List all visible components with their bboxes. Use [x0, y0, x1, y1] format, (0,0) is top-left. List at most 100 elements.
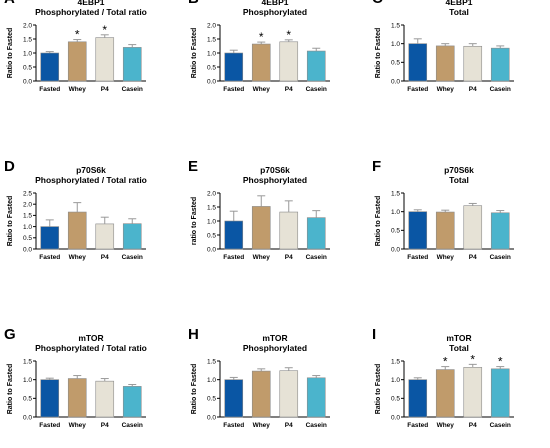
bar-casein	[122, 47, 142, 82]
x-tick-label: P4	[469, 422, 477, 429]
x-tick-label: Fasted	[223, 254, 244, 261]
panel-letter: A	[4, 0, 15, 7]
x-tick-label: Fasted	[39, 86, 60, 93]
significance-star: *	[286, 28, 291, 42]
x-tick-label: P4	[285, 254, 293, 261]
y-tick-label: 2.0	[23, 22, 32, 29]
x-tick-label: Whey	[69, 254, 87, 261]
bar-casein	[122, 386, 142, 418]
x-tick-label: P4	[101, 254, 109, 261]
panel-title-line: Total	[449, 7, 469, 17]
y-tick-label: 1.5	[23, 213, 32, 220]
x-tick-label: Whey	[253, 254, 271, 261]
y-tick-label: 2.5	[23, 190, 32, 197]
bar-fasted	[224, 52, 244, 82]
bar-whey	[251, 370, 271, 418]
y-tick-label: 0.5	[391, 228, 400, 235]
y-tick-label: 1.0	[391, 209, 400, 216]
significance-star: *	[102, 23, 107, 37]
y-tick-label: 0.5	[23, 235, 32, 242]
x-tick-label: Fasted	[39, 422, 60, 429]
y-tick-label: 1.5	[207, 358, 216, 365]
panel-title-line: Phosphorylated	[243, 7, 307, 17]
x-tick-label: Casein	[490, 254, 511, 261]
significance-star: *	[259, 30, 264, 44]
bar-whey	[251, 43, 271, 82]
bar-fasted	[40, 52, 60, 82]
y-tick-label: 1.0	[391, 41, 400, 48]
bar-whey	[435, 45, 455, 82]
y-tick-label: 2.0	[23, 202, 32, 209]
y-tick-label: 0.0	[23, 414, 32, 421]
y-tick-label: 1.5	[23, 36, 32, 43]
y-tick-label: 2.0	[207, 190, 216, 197]
panel-title-line: Total	[449, 175, 469, 185]
y-tick-label: 0.0	[207, 78, 216, 85]
y-tick-label: 1.0	[391, 377, 400, 384]
x-tick-label: Fasted	[39, 254, 60, 261]
bar-casein	[122, 223, 142, 250]
x-tick-label: Whey	[253, 86, 271, 93]
x-tick-label: Casein	[306, 86, 327, 93]
bar-whey	[67, 378, 87, 418]
y-tick-label: 1.0	[207, 218, 216, 225]
x-tick-label: Whey	[437, 422, 455, 429]
y-tick-label: 0.5	[391, 60, 400, 67]
panel-title-line: mTOR	[262, 333, 287, 343]
panel-title-line: Phosphorylated / Total ratio	[35, 7, 147, 17]
significance-star: *	[75, 28, 80, 42]
y-tick-label: 1.0	[207, 50, 216, 57]
x-tick-label: Whey	[69, 422, 87, 429]
panel-title-line: mTOR	[78, 333, 103, 343]
panel-letter: H	[188, 326, 199, 343]
panel-letter: I	[372, 326, 376, 343]
bar-whey	[435, 211, 455, 250]
panel-letter: E	[188, 158, 198, 175]
y-axis-label: Ratio to Fasted	[375, 196, 382, 247]
x-tick-label: Fasted	[223, 86, 244, 93]
panel-letter: G	[4, 326, 16, 343]
y-tick-label: 1.5	[207, 36, 216, 43]
significance-star: *	[443, 355, 448, 369]
bar-whey	[67, 211, 87, 250]
y-tick-label: 1.0	[207, 377, 216, 384]
bar-casein	[306, 377, 326, 418]
y-tick-label: 1.0	[23, 377, 32, 384]
panel-title-line: p70S6k	[444, 165, 474, 175]
x-tick-label: Fasted	[407, 422, 428, 429]
y-tick-label: 0.0	[23, 78, 32, 85]
x-tick-label: Fasted	[407, 254, 428, 261]
y-axis-label: Ratio to Fasted	[375, 28, 382, 79]
bar-whey	[67, 41, 87, 82]
y-tick-label: 1.5	[391, 358, 400, 365]
bar-fasted	[408, 211, 428, 250]
panel-title-line: Phosphorylated / Total ratio	[35, 343, 147, 353]
y-tick-label: 2.0	[207, 22, 216, 29]
x-tick-label: Casein	[306, 422, 327, 429]
panel-title-line: Total	[449, 343, 469, 353]
y-axis-label: Ratio to Fasted	[191, 28, 198, 79]
x-tick-label: P4	[101, 86, 109, 93]
y-axis-label: Ratio to Fasted	[375, 364, 382, 415]
significance-star: *	[498, 355, 503, 369]
x-tick-label: P4	[469, 254, 477, 261]
x-tick-label: Casein	[490, 86, 511, 93]
panel-letter: C	[372, 0, 383, 7]
x-tick-label: Fasted	[407, 86, 428, 93]
y-tick-label: 0.0	[207, 246, 216, 253]
y-tick-label: 1.5	[391, 190, 400, 197]
panel-title-line: Phosphorylated	[243, 343, 307, 353]
y-tick-label: 0.0	[391, 414, 400, 421]
x-tick-label: P4	[285, 86, 293, 93]
x-tick-label: Whey	[437, 254, 455, 261]
significance-star: *	[470, 352, 475, 366]
bar-whey	[251, 206, 271, 250]
panel-title-line: p70S6k	[76, 165, 106, 175]
panel-title-line: 4EBP1	[78, 0, 105, 7]
